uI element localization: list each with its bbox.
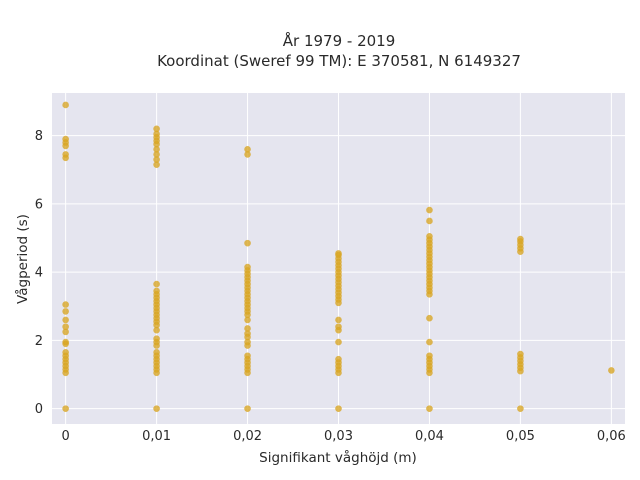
data-points (62, 101, 615, 412)
data-point (244, 151, 251, 158)
data-point (153, 156, 160, 163)
x-tick-label: 0,06 (597, 429, 626, 444)
data-point (426, 338, 433, 346)
data-point (426, 314, 433, 322)
y-tick-label: 4 (35, 266, 43, 281)
data-point (153, 125, 160, 133)
data-point (517, 235, 524, 243)
data-point (62, 338, 69, 346)
data-point (426, 217, 433, 225)
data-point (244, 405, 251, 412)
x-tick-label: 0,04 (415, 429, 444, 444)
x-tick-label: 0 (62, 429, 70, 444)
chart-title-line1: År 1979 - 2019 (283, 31, 396, 50)
data-point (426, 405, 433, 412)
x-tick-label: 0,03 (324, 429, 353, 444)
x-tick-label: 0,02 (233, 429, 262, 444)
data-point (335, 338, 342, 346)
data-point (244, 325, 251, 332)
data-point (62, 323, 69, 331)
data-point (153, 130, 160, 138)
data-point (153, 161, 160, 168)
data-point (62, 135, 69, 143)
data-point (153, 349, 160, 356)
data-point (62, 316, 69, 324)
data-point (335, 316, 342, 324)
data-point (426, 206, 433, 214)
data-point (153, 151, 160, 158)
data-point (426, 233, 433, 240)
data-point (153, 287, 160, 295)
data-point (62, 151, 69, 158)
data-point (62, 405, 69, 412)
data-point (153, 280, 160, 288)
data-point (244, 316, 251, 324)
data-point (517, 405, 524, 412)
chart-title-line2: Koordinat (Sweref 99 TM): E 370581, N 61… (157, 52, 521, 70)
x-tick-label: 0,01 (142, 429, 171, 444)
data-point (244, 330, 251, 337)
data-point (244, 146, 251, 153)
data-point (608, 367, 615, 374)
data-point (62, 101, 69, 109)
data-point (62, 301, 69, 308)
data-point (426, 352, 433, 360)
y-tick-label: 2 (35, 334, 43, 349)
data-point (335, 405, 342, 412)
data-point (517, 350, 524, 358)
data-point (244, 338, 251, 346)
x-tick-label: 0,05 (506, 429, 535, 444)
data-point (62, 328, 69, 336)
data-point (335, 250, 342, 257)
y-tick-label: 0 (35, 402, 43, 417)
y-tick-label: 6 (35, 197, 43, 212)
data-point (335, 355, 342, 363)
x-tick-labels: 0 0,01 0,02 0,03 0,04 0,05 0,06 (62, 429, 626, 444)
data-point (153, 326, 160, 334)
data-point (153, 335, 160, 342)
data-point (244, 352, 251, 360)
data-point (62, 308, 69, 315)
x-axis-label: Signifikant våghöjd (m) (259, 449, 417, 466)
data-point (153, 146, 160, 153)
data-point (244, 239, 251, 247)
y-tick-labels: 0 2 4 6 8 (35, 129, 43, 417)
data-point (244, 263, 251, 271)
y-tick-label: 8 (35, 129, 43, 144)
data-point (153, 405, 160, 412)
data-point (62, 349, 69, 356)
data-point (335, 323, 342, 331)
y-axis-label: Vågperiod (s) (14, 214, 31, 304)
